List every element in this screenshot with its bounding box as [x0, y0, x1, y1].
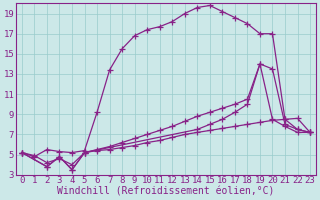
X-axis label: Windchill (Refroidissement éolien,°C): Windchill (Refroidissement éolien,°C) [57, 187, 275, 197]
